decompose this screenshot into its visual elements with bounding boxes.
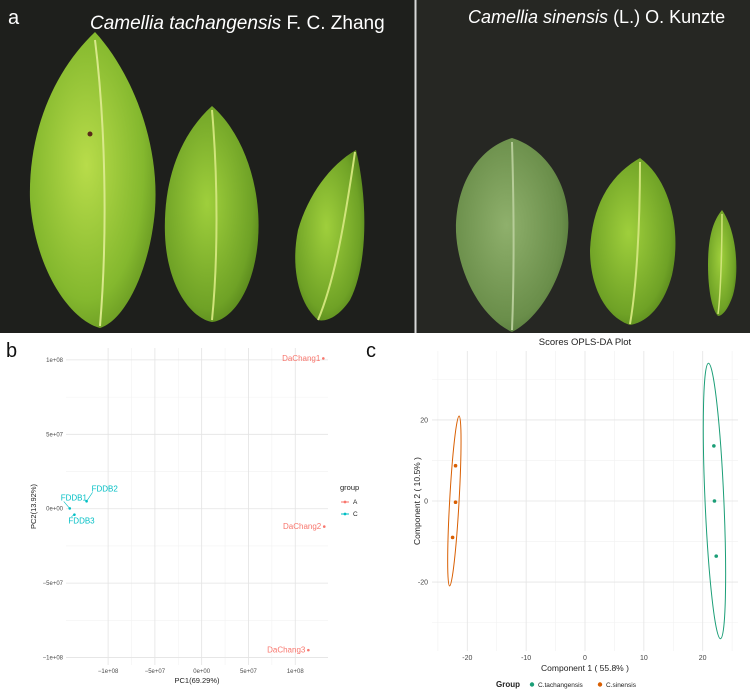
leaf-tachangensis-3 [295,150,365,321]
pca-legend-entry-c: C [353,511,358,518]
right-species-caption: Camellia sinensis (L.) O. Kunzte [468,7,725,27]
opls-x-axis-label: Component 1 ( 55.8% ) [541,663,629,673]
pca-point-dachang2 [322,525,326,528]
opls-legend-entry-csinensis: C.sinensis [606,682,637,689]
opls-da-plot: Scores OPLS-DA Plot -20 -10 0 10 20 -20 0 20 Comp… [412,337,738,689]
leaf-tachangensis-1 [29,32,156,328]
opls-point-ctachangensis-1 [712,444,716,448]
pca-legend-title: group [340,483,359,492]
opls-point-csinensis-2 [453,500,458,505]
opls-legend-entry-ctachangensis: C.tachangensis [538,682,584,689]
pca-label-leader [71,514,75,517]
opls-point-csinensis-3 [450,535,455,540]
photo-background-right [415,0,750,333]
opls-point-csinensis-1 [453,463,458,468]
opls-point-ctachangensis-3 [714,554,719,558]
leaf-sinensis-2 [590,158,676,325]
opls-legend-title: Group [496,680,520,689]
pca-plot: −1e+08 −5e+07 0e+00 5e+07 1e+08 −1e+08 −5e+07 0… [29,348,359,685]
opls-ellipse-csinensis [447,415,462,587]
pca-point-dachang3 [307,648,310,652]
pca-y-axis-label: PC2(13.92%) [29,483,38,529]
pca-point-label-fddb2: FDDB2 [92,484,119,493]
opls-y-tick-label: -20 [418,580,428,587]
pca-y-tick-label: 5e+07 [46,432,64,438]
opls-x-tick-label: -10 [521,655,531,662]
pca-point-label-dachang3: DaChang3 [267,646,306,655]
pca-x-tick-label: 0e+00 [193,669,211,675]
opls-y-tick-label: 20 [420,417,428,424]
opls-x-tick-label: 0 [583,655,587,662]
pca-x-axis-label: PC1(69.29%) [174,676,220,685]
right-species-name: Camellia sinensis [468,7,608,27]
leaf-photograph: a Camellia tachangensis F. C. Zhang Came… [0,0,750,333]
opls-x-tick-label: 20 [699,655,707,662]
opls-legend-key-csinensis [597,682,603,687]
pca-legend-entry-a: A [353,499,358,506]
pca-legend-key-dot-c [343,512,347,516]
pca-y-tick-label: −1e+08 [43,656,64,662]
pca-x-tick-label: 5e+07 [240,669,258,675]
opls-chart-title: Scores OPLS-DA Plot [539,337,632,348]
pca-legend-key-dot-a [343,500,347,504]
opls-y-axis-label: Component 2 ( 10.5% ) [412,457,422,545]
pca-x-tick-label: 1e+08 [287,669,305,675]
opls-ellipse-ctachangensis [702,362,727,640]
leaf-tachangensis-2 [164,106,259,322]
leaf-sinensis-1 [455,138,569,332]
pca-point-label-dachang1: DaChang1 [282,354,321,363]
pca-plot-area [66,348,328,665]
pca-y-tick-label: 1e+08 [46,358,64,364]
opls-x-tick-label: -20 [462,655,472,662]
opls-point-ctachangensis-2 [712,499,717,503]
pca-point-label-fddb3: FDDB3 [68,517,95,526]
panel-b-label: b [6,340,18,362]
opls-y-tick-label: 0 [424,499,428,506]
right-species-author: (L.) O. Kunzte [608,7,725,27]
pca-y-tick-label: −5e+07 [43,581,64,587]
pca-y-tick-label: 0e+00 [46,507,64,513]
pca-label-leader [63,501,70,509]
pca-x-tick-label: −1e+08 [98,669,119,675]
opls-legend-key-ctachangensis [529,682,535,687]
pca-point-dachang1 [322,357,325,360]
left-species-name: Camellia tachangensis [90,13,282,34]
panel-c-label: c [366,340,376,362]
pca-point-label-fddb1: FDDB1 [61,493,88,502]
opls-x-tick-label: 10 [640,655,648,662]
pca-x-tick-label: −5e+07 [145,669,166,675]
leaf-sinensis-3 [708,210,737,316]
left-species-caption: Camellia tachangensis F. C. Zhang [90,13,385,34]
left-species-author: F. C. Zhang [281,13,385,34]
pca-point-label-dachang2: DaChang2 [283,522,322,531]
panel-a-label: a [8,7,20,29]
pca-label-leader [86,492,93,502]
